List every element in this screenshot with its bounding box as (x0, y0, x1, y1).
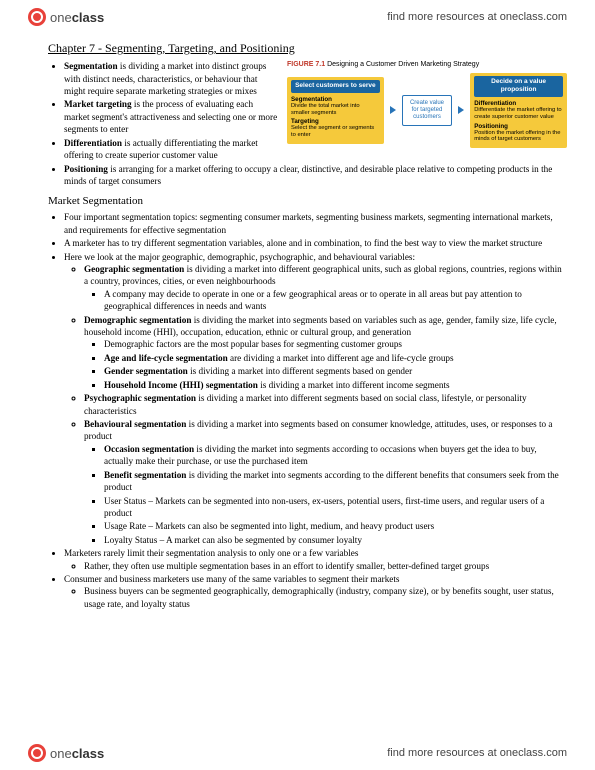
arrow-icon (458, 106, 464, 114)
chapter-title: Chapter 7 - Segmenting, Targeting, and P… (48, 40, 567, 56)
logo-text: oneclass (50, 746, 104, 761)
find-resources-link[interactable]: find more resources at oneclass.com (387, 11, 567, 23)
logo-icon (28, 8, 46, 26)
logo: oneclass (28, 744, 104, 762)
figure-7-1: FIGURE 7.1 Designing a Customer Driven M… (287, 60, 567, 148)
find-resources-link[interactable]: find more resources at oneclass.com (387, 747, 567, 759)
market-segmentation-list: Four important segmentation topics: segm… (48, 211, 567, 610)
logo-icon (28, 744, 46, 762)
figure-caption: FIGURE 7.1 Designing a Customer Driven M… (287, 60, 567, 69)
figure-right-column: Decide on a value proposition Differenti… (470, 73, 567, 148)
arrow-icon (390, 106, 396, 114)
logo: oneclass (28, 8, 104, 26)
figure-center-box: Create value for targeted customers (402, 95, 452, 126)
section-title: Market Segmentation (48, 194, 567, 209)
page-footer: oneclass find more resources at oneclass… (0, 736, 595, 770)
intro-list: Segmentation is dividing a market into d… (48, 60, 318, 187)
figure-left-column: Select customers to serve SegmentationDi… (287, 77, 384, 144)
logo-text: oneclass (50, 10, 104, 25)
document-content: Chapter 7 - Segmenting, Targeting, and P… (48, 40, 567, 730)
page-header: oneclass find more resources at oneclass… (0, 0, 595, 34)
